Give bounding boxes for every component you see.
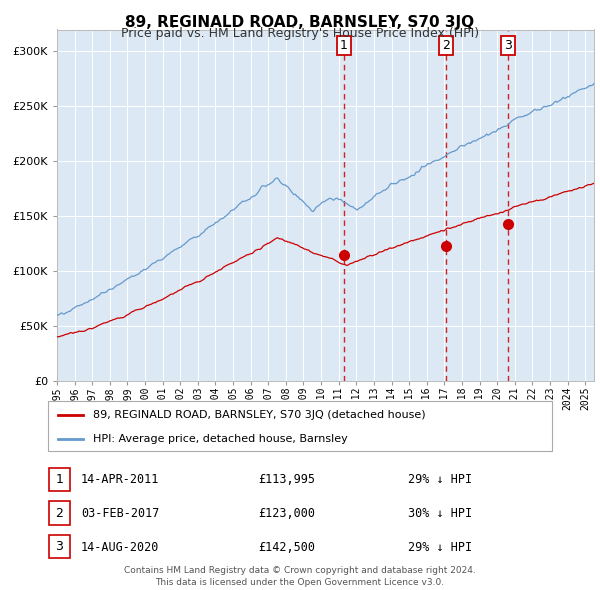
Text: 30% ↓ HPI: 30% ↓ HPI <box>408 507 472 520</box>
Text: 3: 3 <box>55 540 64 553</box>
Text: 1: 1 <box>55 473 64 486</box>
Text: 89, REGINALD ROAD, BARNSLEY, S70 3JQ: 89, REGINALD ROAD, BARNSLEY, S70 3JQ <box>125 15 475 30</box>
Text: 3: 3 <box>504 39 512 52</box>
Text: £113,995: £113,995 <box>258 473 315 487</box>
Text: Contains HM Land Registry data © Crown copyright and database right 2024.
This d: Contains HM Land Registry data © Crown c… <box>124 566 476 587</box>
Text: 14-APR-2011: 14-APR-2011 <box>81 473 160 487</box>
FancyBboxPatch shape <box>48 401 552 451</box>
Text: HPI: Average price, detached house, Barnsley: HPI: Average price, detached house, Barn… <box>94 434 348 444</box>
Text: 03-FEB-2017: 03-FEB-2017 <box>81 507 160 520</box>
Text: 2: 2 <box>442 39 450 52</box>
Text: 14-AUG-2020: 14-AUG-2020 <box>81 540 160 554</box>
FancyBboxPatch shape <box>49 535 70 558</box>
Text: 2: 2 <box>55 506 64 520</box>
Text: 1: 1 <box>340 39 348 52</box>
Text: £142,500: £142,500 <box>258 540 315 554</box>
FancyBboxPatch shape <box>49 502 70 525</box>
Text: Price paid vs. HM Land Registry's House Price Index (HPI): Price paid vs. HM Land Registry's House … <box>121 27 479 40</box>
Text: 29% ↓ HPI: 29% ↓ HPI <box>408 540 472 554</box>
Text: 89, REGINALD ROAD, BARNSLEY, S70 3JQ (detached house): 89, REGINALD ROAD, BARNSLEY, S70 3JQ (de… <box>94 410 426 420</box>
Text: 29% ↓ HPI: 29% ↓ HPI <box>408 473 472 487</box>
FancyBboxPatch shape <box>49 468 70 491</box>
Text: £123,000: £123,000 <box>258 507 315 520</box>
